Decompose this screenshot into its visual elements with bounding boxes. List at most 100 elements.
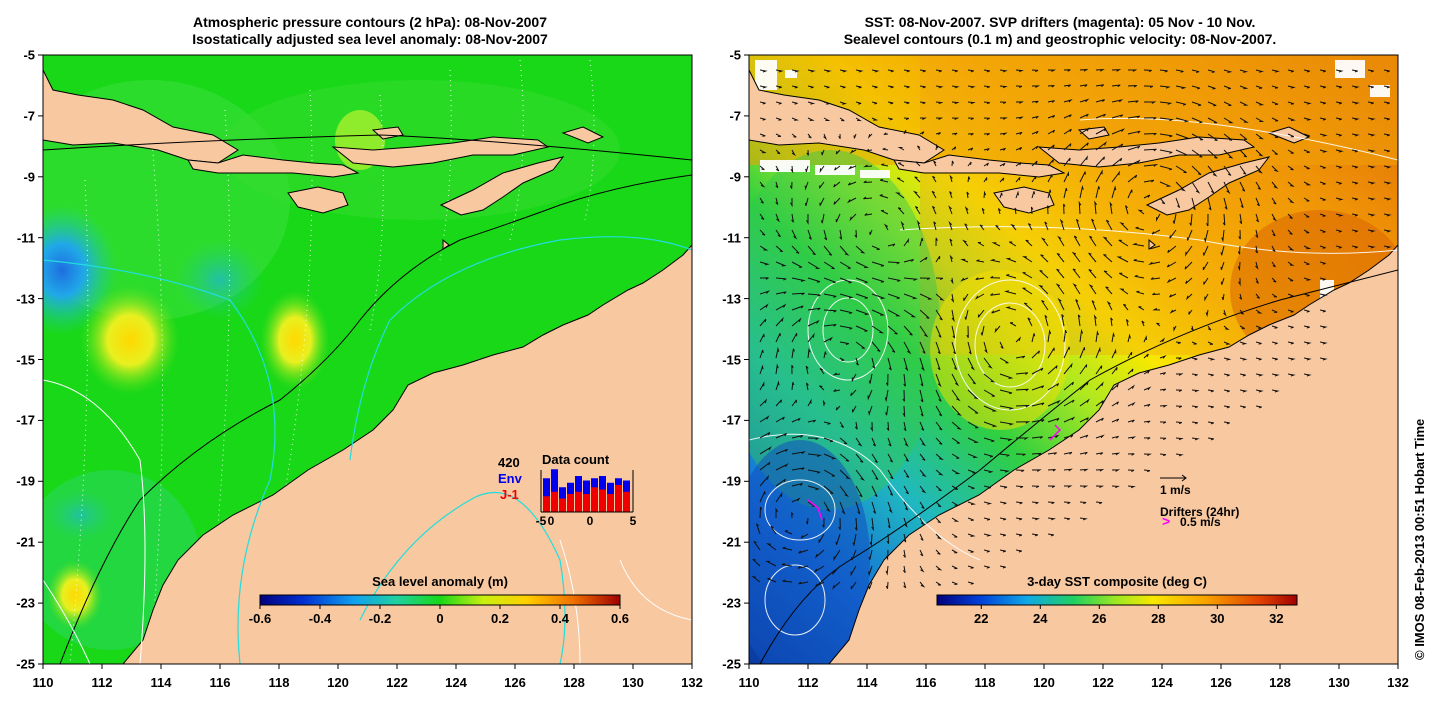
left-title-line1: Atmospheric pressure contours (2 hPa): 0… xyxy=(193,14,547,30)
histogram-j1-bar xyxy=(575,491,582,512)
longitude-tick-label: 124 xyxy=(1151,675,1173,690)
longitude-tick-label: 118 xyxy=(268,675,290,690)
latitude-tick-label: -7 xyxy=(729,108,741,124)
longitude-tick-label: 128 xyxy=(1269,675,1291,690)
latitude-tick-label: -9 xyxy=(729,169,741,185)
histogram-j1-bar xyxy=(623,491,630,512)
velocity-scale-label: 1 m/s xyxy=(1160,483,1191,497)
longitude-tick-label: 132 xyxy=(1387,675,1409,690)
longitude-tick-label: 128 xyxy=(563,675,585,690)
latitude-tick-label: -25 xyxy=(16,656,35,672)
colorbar-tick-label: 0.2 xyxy=(490,611,510,626)
sla-colorbar xyxy=(259,594,621,606)
histogram-j1-bar xyxy=(559,498,566,512)
histogram-tick-label: 0 xyxy=(547,514,555,528)
colorbar-tick-label: -0.6 xyxy=(248,611,272,626)
longitude-tick-label: 114 xyxy=(150,675,172,690)
latitude-tick-label: -19 xyxy=(16,473,35,489)
latitude-tick-label: -23 xyxy=(722,595,741,611)
latitude-tick-label: -23 xyxy=(16,595,35,611)
longitude-tick-label: 124 xyxy=(445,675,467,690)
histogram-count: 420 xyxy=(498,455,520,470)
drifter-track xyxy=(1049,424,1062,441)
sst-colorbar xyxy=(936,594,1298,606)
latitude-tick-label: -5 xyxy=(729,47,741,63)
histogram-env-bar xyxy=(543,478,550,512)
left-title-line2: Isostatically adjusted sea level anomaly… xyxy=(192,31,548,47)
longitude-tick-label: 120 xyxy=(1033,675,1055,690)
longitude-tick-label: 130 xyxy=(1328,675,1350,690)
longitude-tick-label: 126 xyxy=(504,675,526,690)
longitude-tick-label: 116 xyxy=(209,675,231,690)
histogram-j1-bar xyxy=(543,496,550,512)
latitude-tick-label: -11 xyxy=(16,230,35,246)
latitude-tick-label: -17 xyxy=(16,412,35,428)
longitude-tick-label: 132 xyxy=(681,675,703,690)
colorbar-tick-label: -0.4 xyxy=(308,611,332,626)
longitude-tick-label: 122 xyxy=(386,675,408,690)
sla-colorbar-title: Sea level anomaly (m) xyxy=(372,574,508,589)
histogram-j1-bar xyxy=(599,489,606,512)
histogram-j1-bar xyxy=(567,494,574,512)
colorbar-tick-label: 22 xyxy=(974,611,989,626)
drifter-track xyxy=(807,499,823,521)
data-count-histogram xyxy=(540,469,634,513)
left-map-plot xyxy=(43,55,692,664)
longitude-tick-label: 130 xyxy=(622,675,644,690)
longitude-tick-label: 112 xyxy=(91,675,113,690)
longitude-tick-label: 118 xyxy=(974,675,996,690)
latitude-tick-label: -13 xyxy=(722,291,741,307)
colorbar-tick-label: 32 xyxy=(1269,611,1284,626)
histogram-tick-label: -5 xyxy=(535,514,547,528)
histogram-j1-bar xyxy=(615,485,622,512)
longitude-tick-label: 110 xyxy=(738,675,760,690)
latitude-tick-label: -15 xyxy=(722,352,741,367)
sla-high-118 xyxy=(260,290,330,390)
drifter-symbol: > xyxy=(1162,513,1171,529)
longitude-tick-label: 110 xyxy=(32,675,54,690)
latitude-tick-label: -21 xyxy=(16,534,35,550)
sla-high-113 xyxy=(80,285,180,395)
sla-high-south xyxy=(47,560,103,630)
colorbar-tick-label: 0 xyxy=(436,611,444,626)
colorbar-tick-label: 26 xyxy=(1092,611,1107,626)
geostrophic-velocity-arrows xyxy=(751,68,1392,590)
longitude-tick-label: 112 xyxy=(797,675,819,690)
histogram-j1-label: J-1 xyxy=(500,487,519,502)
longitude-tick-label: 122 xyxy=(1092,675,1114,690)
histogram-tick-label: 0 xyxy=(586,514,594,528)
latitude-tick-label: -5 xyxy=(23,47,35,63)
latitude-tick-label: -19 xyxy=(722,473,741,489)
left-map-title: Atmospheric pressure contours (2 hPa): 0… xyxy=(80,14,660,48)
sst-colorbar-title: 3-day SST composite (deg C) xyxy=(1027,574,1207,589)
histogram-j1-bar xyxy=(583,494,590,512)
right-map-title: SST: 08-Nov-2007. SVP drifters (magenta)… xyxy=(740,14,1380,48)
colorbar-tick-label: 30 xyxy=(1210,611,1225,626)
latitude-tick-label: -21 xyxy=(722,534,741,550)
longitude-tick-label: 116 xyxy=(915,675,937,690)
histogram-j1-bar xyxy=(607,494,614,512)
histogram-j1-bar xyxy=(551,491,558,512)
drifter-scale-label: 0.5 m/s xyxy=(1180,515,1221,529)
histogram-j1-bar xyxy=(591,487,598,512)
longitude-tick-label: 120 xyxy=(327,675,349,690)
latitude-tick-label: -11 xyxy=(722,230,741,246)
latitude-tick-label: -15 xyxy=(16,352,35,367)
latitude-tick-label: -9 xyxy=(23,169,35,185)
colorbar-tick-label: 0.4 xyxy=(550,611,570,626)
colorbar-tick-label: 24 xyxy=(1033,611,1048,626)
histogram-title: Data count xyxy=(542,452,610,467)
copyright-notice: © IMOS 08-Feb-2013 00:51 Hobart Time xyxy=(1412,418,1427,660)
right-title-line2: Sealevel contours (0.1 m) and geostrophi… xyxy=(843,31,1277,47)
latitude-tick-label: -13 xyxy=(16,291,35,307)
right-title-line1: SST: 08-Nov-2007. SVP drifters (magenta)… xyxy=(864,14,1256,30)
right-map-plot xyxy=(749,55,1398,664)
longitude-tick-label: 126 xyxy=(1210,675,1232,690)
histogram-tick-label: 5 xyxy=(629,514,637,528)
histogram-env-bar xyxy=(551,469,558,512)
colorbar-tick-label: -0.2 xyxy=(368,611,392,626)
drifters-label: Drifters (24hr) xyxy=(1160,505,1240,519)
longitude-tick-label: 114 xyxy=(856,675,878,690)
latitude-tick-label: -25 xyxy=(722,656,741,672)
